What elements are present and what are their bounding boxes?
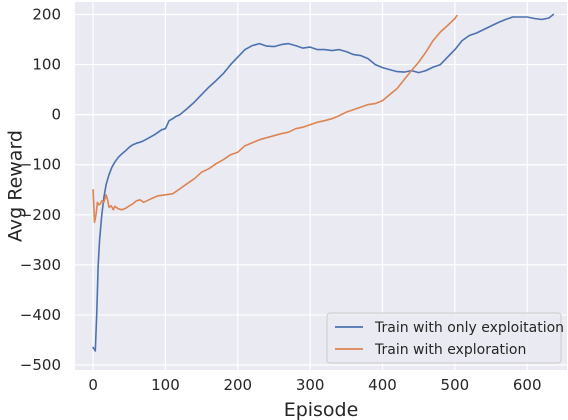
x-tick-label: 600 xyxy=(513,376,542,394)
tick-labels: 0 100 200 300 400 500 600 −500 −400 −300 −200 −100 0… xyxy=(20,6,542,394)
x-tick-label: 500 xyxy=(441,376,470,394)
y-tick-label: −500 xyxy=(20,356,61,374)
x-axis-title: Episode xyxy=(284,399,359,420)
series-lines xyxy=(92,13,555,352)
y-tick-label: −200 xyxy=(20,206,61,224)
plot-area xyxy=(75,2,567,370)
series-line-exploitation xyxy=(92,13,555,352)
legend-label-exploitation: Train with only exploitation xyxy=(374,320,564,336)
series-line-exploration xyxy=(92,14,458,224)
y-tick-label: −100 xyxy=(20,156,61,174)
y-tick-label: 0 xyxy=(51,106,61,124)
y-axis-title: Avg Reward xyxy=(5,130,27,242)
legend-label-exploration: Train with exploration xyxy=(374,342,526,358)
x-tick-label: 400 xyxy=(368,376,397,394)
y-tick-label: −300 xyxy=(20,256,61,274)
x-tick-label: 0 xyxy=(88,376,98,394)
y-tick-label: 200 xyxy=(32,6,61,24)
grid-lines xyxy=(75,2,567,370)
legend-box xyxy=(326,312,562,364)
x-tick-label: 300 xyxy=(296,376,325,394)
y-tick-label: −400 xyxy=(20,306,61,324)
y-tick-label: 100 xyxy=(32,56,61,74)
x-tick-label: 200 xyxy=(223,376,252,394)
legend: Train with only exploitation Train with … xyxy=(326,312,564,364)
x-tick-label: 100 xyxy=(151,376,180,394)
